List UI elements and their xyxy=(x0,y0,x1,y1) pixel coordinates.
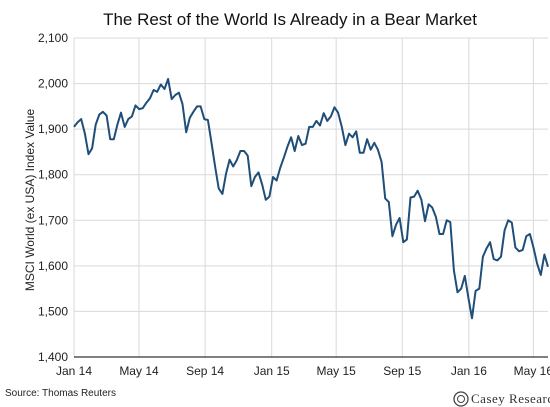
x-tick-label: May 15 xyxy=(316,364,356,378)
y-tick-label: 1,500 xyxy=(38,304,68,318)
source-note: Source: Thomas Reuters xyxy=(5,388,116,399)
y-tick-labels: 1,400 1,500 1,600 1,700 1,800 1,900 2,000 2,100 xyxy=(38,31,68,364)
y-tick-label: 1,700 xyxy=(38,213,68,227)
grid-lines xyxy=(73,37,548,357)
y-tick-label: 2,100 xyxy=(38,31,68,45)
y-tick-label: 1,800 xyxy=(38,168,68,182)
y-tick-label: 1,900 xyxy=(38,122,68,136)
y-tick-label: 1,600 xyxy=(38,259,68,273)
y-tick-label: 2,000 xyxy=(38,77,68,91)
y-tick-label: 1,400 xyxy=(38,350,68,364)
x-tick-label: Jan 15 xyxy=(254,364,290,378)
logo-text: Casey Research xyxy=(471,391,550,406)
casey-research-logo: Casey Research xyxy=(453,391,550,407)
x-tick-label: Jan 16 xyxy=(451,364,487,378)
x-tick-label: May 16 xyxy=(514,364,550,378)
x-tick-label: Sep 15 xyxy=(383,364,421,378)
x-tick-label: Sep 14 xyxy=(186,364,224,378)
logo-mark-icon xyxy=(453,391,469,407)
x-tick-label: Jan 14 xyxy=(56,364,92,378)
chart-title: The Rest of the World Is Already in a Be… xyxy=(103,10,477,29)
y-axis-label: MSCI World (ex USA) Index Value xyxy=(23,109,37,292)
series-line xyxy=(73,78,549,320)
x-tick-labels: Jan 14 May 14 Sep 14 Jan 15 May 15 Sep 15 Jan … xyxy=(56,364,550,378)
x-tick-label: May 14 xyxy=(119,364,159,378)
